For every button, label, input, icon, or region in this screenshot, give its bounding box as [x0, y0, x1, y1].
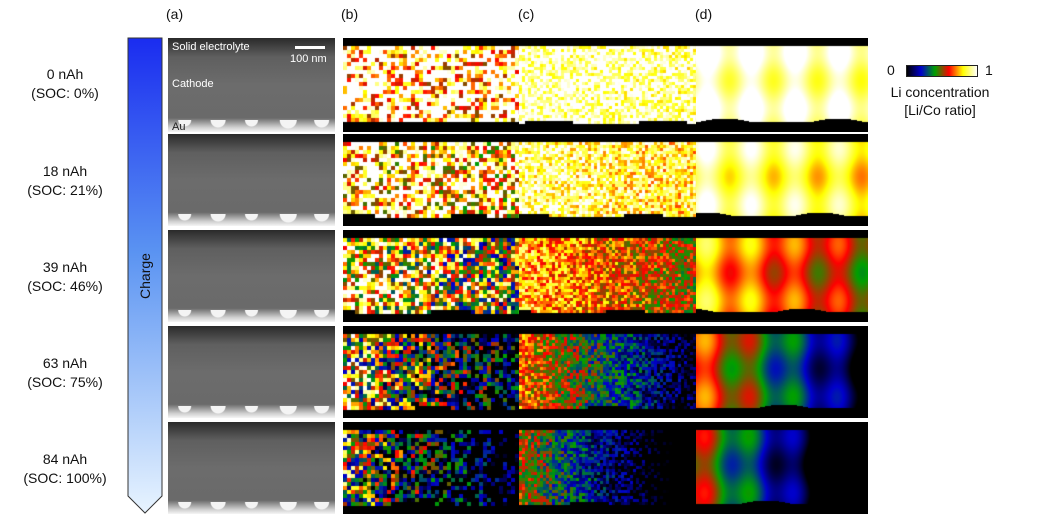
- colorbar-title: Li concentration: [890, 84, 990, 100]
- panel-label-c: (c): [518, 6, 535, 22]
- map-b-row-4: [343, 422, 521, 514]
- map-c-row-4: [519, 422, 697, 514]
- map-c-row-3: [519, 326, 697, 418]
- solid-electrolyte-label: Solid electrolyte: [172, 41, 250, 53]
- map-d-row-1: [696, 134, 868, 226]
- colorbar: [906, 65, 978, 77]
- colorbar-min: 0: [887, 62, 895, 78]
- charge-arrow: [127, 37, 163, 514]
- charge-arrow-label: Charge: [137, 253, 153, 299]
- map-b-row-2: [343, 230, 521, 322]
- row-soc: (SOC: 75%): [27, 374, 103, 390]
- em-image-2: [168, 230, 335, 322]
- scale-bar: [295, 46, 325, 49]
- map-b-row-0: [343, 38, 521, 132]
- em-image-0: Solid electrolyte 100 nm Cathode Au: [168, 38, 335, 132]
- row-charge: 63 nAh: [42, 355, 88, 371]
- row-label-4: 84 nAh (SOC: 100%): [0, 450, 130, 488]
- em-image-4: [168, 422, 335, 514]
- colorbar-subtitle: [Li/Co ratio]: [904, 102, 976, 118]
- em-image-3: [168, 326, 335, 418]
- map-c-row-2: [519, 230, 697, 322]
- colorbar-max: 1: [985, 62, 993, 78]
- map-b-row-3: [343, 326, 521, 418]
- row-soc: (SOC: 46%): [27, 278, 103, 294]
- row-charge: 18 nAh: [42, 163, 88, 179]
- map-d-row-0: [696, 38, 868, 132]
- map-b-row-1: [343, 134, 521, 226]
- row-soc: (SOC: 0%): [31, 85, 99, 101]
- map-d-row-2: [696, 230, 868, 322]
- row-charge: 84 nAh: [42, 451, 88, 467]
- map-d-row-3: [696, 326, 868, 418]
- map-c-row-1: [519, 134, 697, 226]
- row-label-2: 39 nAh (SOC: 46%): [0, 258, 130, 296]
- scale-bar-label: 100 nm: [290, 53, 327, 65]
- row-label-0: 0 nAh (SOC: 0%): [0, 65, 130, 103]
- au-label: Au: [172, 121, 186, 132]
- panel-label-b: (b): [341, 6, 359, 22]
- row-charge: 0 nAh: [46, 66, 84, 82]
- row-label-1: 18 nAh (SOC: 21%): [0, 162, 130, 200]
- row-soc: (SOC: 100%): [23, 470, 107, 486]
- cathode-label: Cathode: [172, 78, 214, 90]
- row-soc: (SOC: 21%): [27, 182, 103, 198]
- map-c-row-0: [519, 38, 697, 132]
- em-image-1: [168, 134, 335, 226]
- panel-label-d: (d): [695, 6, 713, 22]
- map-d-row-4: [696, 422, 868, 514]
- row-label-3: 63 nAh (SOC: 75%): [0, 354, 130, 392]
- row-charge: 39 nAh: [42, 259, 88, 275]
- panel-label-a: (a): [166, 6, 184, 22]
